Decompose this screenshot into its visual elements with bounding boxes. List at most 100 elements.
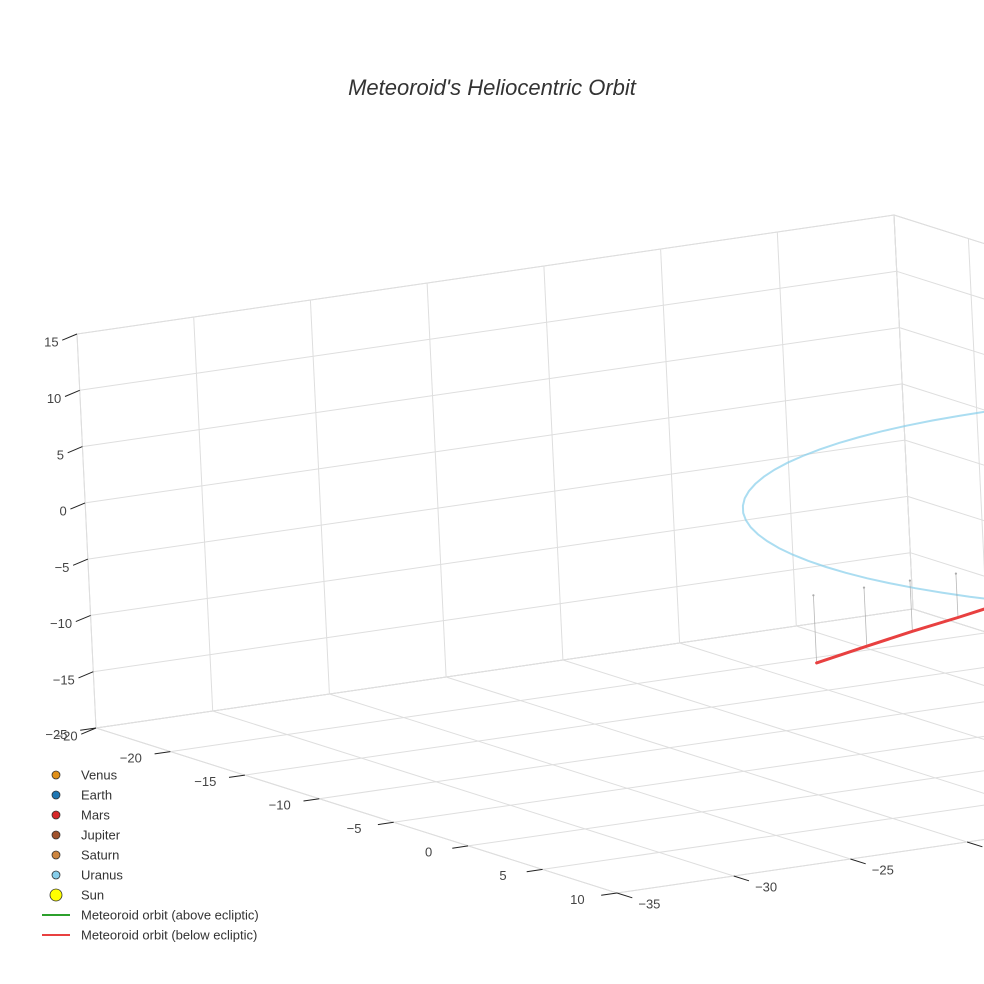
x-tick-label: 0 [425, 845, 432, 860]
gridline-y-floor [796, 625, 984, 686]
chart-title: Meteoroid's Heliocentric Orbit [348, 75, 637, 100]
x-tick-mark [601, 892, 618, 896]
grid-lines [76, 214, 984, 894]
gridline-x-floor [244, 666, 984, 776]
gridline-y-back [309, 299, 330, 695]
z-tick-mark [78, 671, 94, 679]
gridline-y-floor [212, 710, 734, 877]
x-tick-mark [154, 751, 171, 755]
drop-point [954, 572, 958, 575]
gridline-y-floor [329, 693, 851, 860]
legend-label: Uranus [81, 868, 123, 883]
gridline-x-floor [468, 770, 984, 847]
y-tick-mark [733, 875, 750, 882]
gridline-x-floor [542, 804, 984, 870]
z-tick-mark [62, 333, 78, 341]
z-tick-mark [67, 446, 83, 454]
x-tick-label: −15 [194, 774, 216, 789]
x-tick-mark [452, 845, 469, 849]
x-tick-label: −25 [45, 727, 67, 742]
z-tick-label: −10 [50, 616, 72, 631]
gridline-y-back [776, 231, 797, 627]
x-tick-label: −20 [120, 750, 142, 765]
gridline-y-floor [562, 659, 984, 794]
legend-marker-venus [51, 770, 61, 780]
gridline-z-back [85, 383, 903, 504]
x-tick-mark [228, 774, 245, 778]
legend-marker-jupiter [51, 830, 61, 840]
x-tick-label: 10 [570, 892, 584, 907]
legend-label: Meteoroid orbit (below ecliptic) [81, 928, 257, 943]
legend-marker-earth [51, 790, 61, 800]
drop-line [863, 587, 868, 647]
y-tick-mark [850, 858, 866, 865]
z-tick-label: 5 [57, 447, 64, 462]
y-tick-label: −30 [755, 879, 777, 894]
z-tick-mark [72, 558, 89, 566]
gridline-y-back [76, 333, 97, 729]
gridline-z-back [95, 608, 914, 729]
z-tick-label: 10 [47, 391, 61, 406]
legend-marker-mars [51, 810, 61, 820]
drop-line [955, 573, 959, 618]
gridline-z-back [76, 214, 895, 335]
gridline-x-side [967, 238, 984, 573]
gridline-y-floor [445, 676, 968, 843]
legend-label: Jupiter [81, 828, 121, 843]
meteoroid-orbit-series [815, 607, 984, 665]
x-tick-label: −10 [269, 798, 291, 813]
x-tick-label: 5 [499, 868, 506, 883]
y-tick-label: −25 [872, 862, 894, 877]
gridline-y-back [660, 248, 681, 644]
gridline-z-back [79, 270, 897, 391]
x-tick-mark [303, 798, 320, 802]
meteoroid-drop-lines [812, 572, 959, 663]
z-tick-mark [75, 614, 91, 623]
z-tick-label: −15 [53, 673, 75, 688]
legend-marker-sun [49, 888, 63, 902]
gridline-z-back [90, 495, 908, 616]
drop-line [909, 580, 913, 632]
x-tick-mark [377, 821, 394, 826]
legend-label: Meteoroid orbit (above ecliptic) [81, 908, 259, 923]
x-tick-label: −5 [347, 821, 362, 836]
gridline-z-side [893, 214, 984, 245]
drop-point [812, 594, 815, 597]
gridline-y-back [893, 214, 914, 610]
z-tick-label: −5 [55, 560, 70, 575]
gridline-z-back [82, 327, 900, 448]
legend-marker-saturn [51, 850, 61, 860]
legend-label: Saturn [81, 848, 119, 863]
y-tick-mark [616, 892, 633, 899]
drop-line [813, 595, 817, 663]
gridline-x-floor [393, 735, 984, 823]
gridline-z-back [93, 552, 911, 673]
drop-point [908, 579, 912, 582]
gridline-z-back [87, 439, 905, 560]
gridline-y-floor [95, 727, 618, 894]
legend-label: Venus [81, 768, 118, 783]
x-tick-mark [80, 727, 97, 731]
gridline-y-back [426, 282, 447, 678]
y-tick-mark [966, 841, 983, 848]
z-tick-mark [64, 389, 80, 397]
legend-label: Earth [81, 788, 112, 803]
gridline-y-floor [679, 642, 984, 740]
y-tick-label: −35 [638, 896, 660, 911]
z-tick-mark [70, 502, 86, 510]
gridline-x-floor [319, 701, 984, 800]
z-tick-label: 0 [59, 504, 66, 519]
legend: Venus Earth Mars Jupiter Saturn Uranus Sun Mete… [42, 768, 259, 943]
legend-label: Mars [81, 808, 110, 823]
z-tick-label: −20 [56, 729, 78, 744]
z-tick-mark [81, 727, 97, 735]
z-tick-label: 15 [44, 335, 58, 350]
axis-ticks: −25−20−15−10−50510−35−30−25−20−15−10−50−… [44, 333, 983, 911]
meteoroid-orbit-below [815, 607, 984, 665]
x-tick-mark [526, 868, 543, 873]
gridline-y-back [543, 265, 564, 661]
legend-label: Sun [81, 888, 104, 903]
